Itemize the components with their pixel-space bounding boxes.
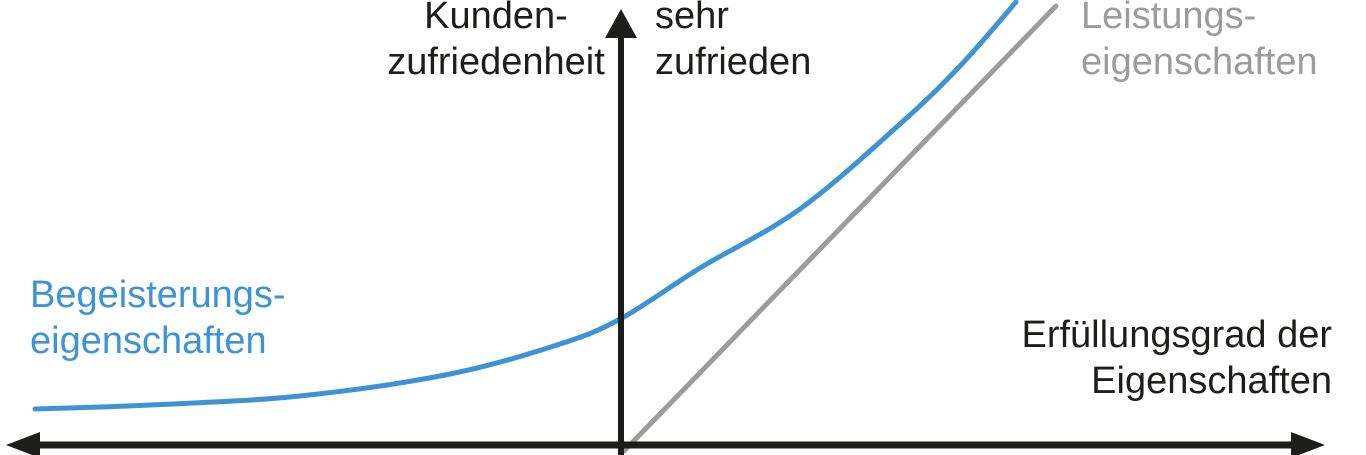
axes-group [6,9,1325,455]
y-axis-title-line2: zufriedenheit [387,41,605,83]
performance-attributes-line1: Leistungs- [1081,0,1257,37]
curves-group [32,0,1059,454]
y-axis-title-line1: Kunden- [424,0,568,37]
performance-attributes-line2: eigenschaften [1081,41,1318,83]
x-axis-title: Erfüllungsgrad der Eigenschaften [930,312,1332,404]
x-axis-left-arrowhead-icon [6,432,40,455]
series-curve-performance [621,3,1059,454]
excitement-attributes-label: Begeisterungs- eigenschaften [30,272,286,364]
x-axis-title-line1: Erfüllungsgrad der [1021,314,1332,356]
x-axis-title-line2: Eigenschaften [1091,360,1332,402]
series-curve-excitement [32,0,1019,412]
performance-attributes-label: Leistungs- eigenschaften [1081,0,1318,85]
y-axis-high-tick-label: sehr zufrieden [655,0,811,85]
y-axis-title: Kunden- zufriedenheit [330,0,662,85]
y-axis-high-tick-line1: sehr [655,0,729,37]
excitement-attributes-line2: eigenschaften [30,320,267,362]
excitement-attributes-line1: Begeisterungs- [30,274,286,316]
y-axis-top-arrowhead-icon [605,9,637,38]
x-axis-right-arrowhead-icon [1291,432,1325,455]
y-axis-high-tick-line2: zufrieden [655,41,812,83]
